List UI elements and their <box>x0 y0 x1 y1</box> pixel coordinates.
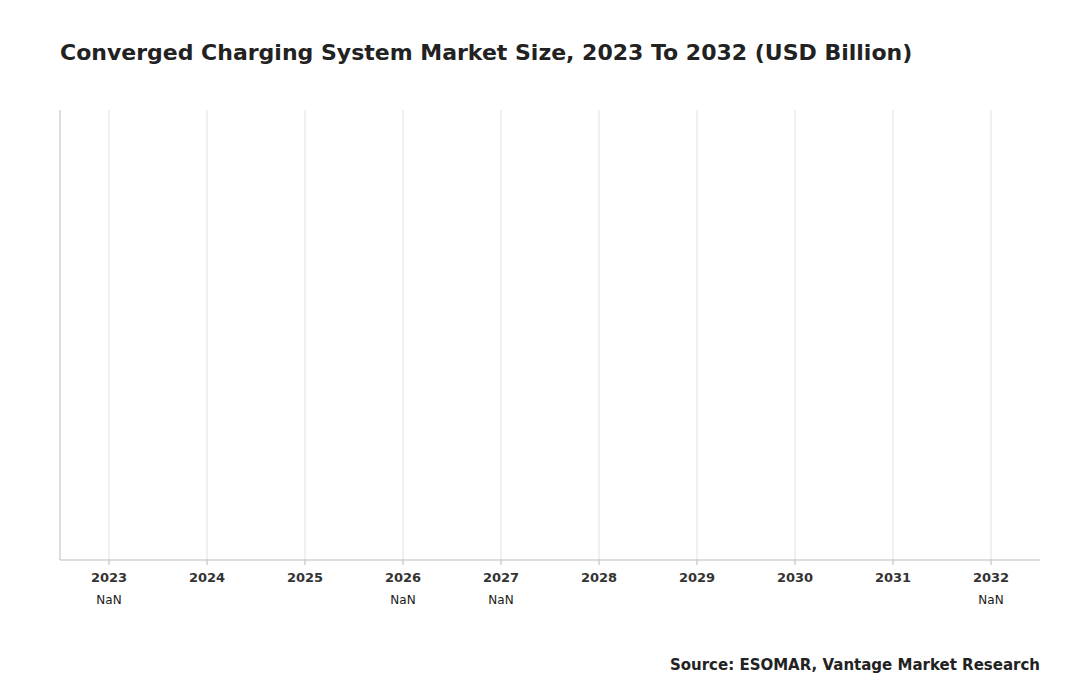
grid-line <box>599 110 600 560</box>
x-tick-label: 2023 <box>91 570 127 585</box>
x-tick-label: 2030 <box>777 570 813 585</box>
grid-line <box>109 110 110 560</box>
data-label: NaN <box>96 593 121 607</box>
grid-line <box>305 110 306 560</box>
chart-title: Converged Charging System Market Size, 2… <box>60 40 912 65</box>
x-tick <box>599 560 600 565</box>
grid-line <box>501 110 502 560</box>
x-tick-label: 2029 <box>679 570 715 585</box>
x-tick <box>109 560 110 565</box>
x-tick <box>305 560 306 565</box>
grid-line <box>403 110 404 560</box>
data-label: NaN <box>390 593 415 607</box>
x-tick-label: 2027 <box>483 570 519 585</box>
grid-line <box>795 110 796 560</box>
x-tick <box>893 560 894 565</box>
grid-line <box>697 110 698 560</box>
x-axis: 2023 2024 2025 2026 2027 2028 2029 2030 2031 2032 <box>91 560 1009 585</box>
x-tick-label: 2025 <box>287 570 323 585</box>
grid-line <box>991 110 992 560</box>
chart-svg: Converged Charging System Market Size, 2… <box>0 0 1080 700</box>
x-tick <box>403 560 404 565</box>
x-tick <box>207 560 208 565</box>
data-label: NaN <box>978 593 1003 607</box>
x-tick-label: 2024 <box>189 570 225 585</box>
grid <box>109 110 991 560</box>
x-tick <box>991 560 992 565</box>
x-tick <box>795 560 796 565</box>
background <box>0 0 1080 700</box>
x-tick-label: 2028 <box>581 570 617 585</box>
x-tick <box>501 560 502 565</box>
x-tick <box>697 560 698 565</box>
chart-container: Converged Charging System Market Size, 2… <box>0 0 1080 700</box>
grid-line <box>893 110 894 560</box>
y-axis-line <box>60 110 61 560</box>
x-tick-label: 2026 <box>385 570 421 585</box>
x-tick-label: 2031 <box>875 570 911 585</box>
data-labels: NaN NaN NaN NaN <box>96 593 1003 607</box>
grid-line <box>207 110 208 560</box>
data-label: NaN <box>488 593 513 607</box>
source-note: Source: ESOMAR, Vantage Market Research <box>670 656 1040 674</box>
x-tick-label: 2032 <box>973 570 1009 585</box>
